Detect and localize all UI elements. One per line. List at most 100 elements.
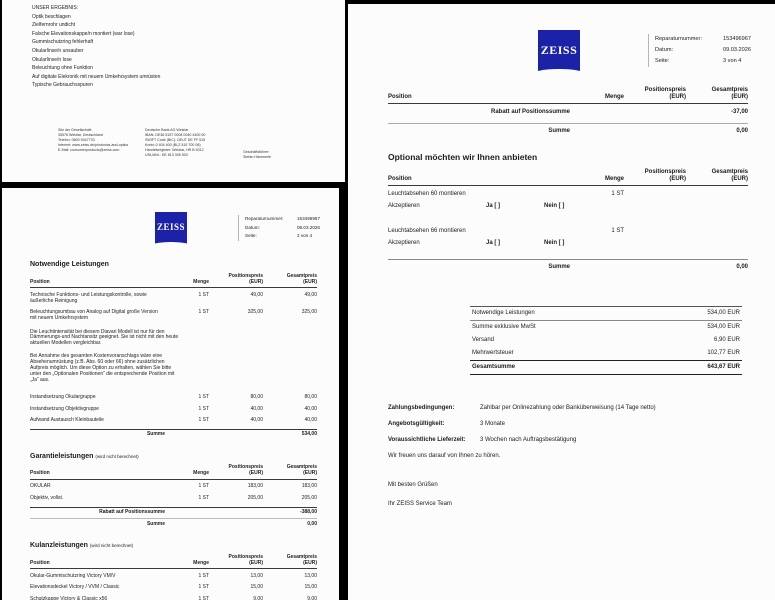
section-heading-suffix: (wird nicht berechnet): [89, 543, 134, 549]
column-header-menge: Menge: [604, 94, 624, 100]
footer-line: IBAN: DE36 5157 0008 0040 4400 00: [145, 132, 206, 137]
column-header-positionspreis: Positionspreis (EUR): [228, 553, 263, 566]
sum-label: Summe: [146, 520, 165, 527]
zeiss-logo: ZEISS: [538, 30, 580, 74]
sum-value: 534,00: [301, 431, 317, 438]
total-value: 534,00 EUR: [707, 310, 740, 316]
zeiss-logo-text: ZEISS: [156, 222, 186, 232]
page-3: ZEISS Reparaturnummer: 153496967 Datum: …: [348, 4, 775, 600]
section-heading-suffix: (wird nicht berechnet): [95, 453, 139, 459]
position-name: Elevationsdeckel Victory / VVM / Classic: [30, 584, 120, 591]
table-row: Technische Funktions- und Leistungskontr…: [30, 288, 317, 305]
column-header-position: Position: [30, 559, 50, 566]
position-unit-price: 13,00: [250, 572, 263, 579]
footer-column-address: Sitz der Gesellschaft: 35576 Wetzlar, De…: [58, 128, 128, 153]
table-row: OKULAR 1 ST 183,00 183,00: [30, 480, 317, 491]
footer-line: E-Mail: consumerproducts@zeiss.com: [58, 147, 120, 152]
sum-label: Summe: [146, 431, 165, 438]
column-header-menge: Menge: [193, 559, 209, 566]
accept-no-checkbox[interactable]: Nein [ ]: [544, 240, 565, 246]
regards-text: Mit besten Grüßen: [388, 482, 438, 488]
column-header-position: Position: [30, 470, 50, 477]
page-number-value: 3 von 4: [723, 58, 742, 64]
column-header-menge: Menge: [604, 176, 624, 182]
accept-label: Akzeptieren: [388, 240, 420, 246]
sum-row: Summe 0,00: [388, 259, 748, 274]
position-name: Instandsetzung Objektivgruppe: [30, 405, 99, 412]
column-header-gesamtpreis: Gesamtpreis (EUR): [286, 464, 317, 477]
table-header-row: Position Menge Positionspreis (EUR) Gesam…: [30, 553, 317, 570]
page-number-label: Seite:: [655, 58, 670, 64]
position-name: OKULAR: [30, 483, 51, 490]
table-header-row: Position Menge Positionspreis (EUR) Gesam…: [388, 169, 748, 186]
table-header-row: Position Menge Positionspreis (EUR) Gesam…: [30, 272, 317, 289]
optional-item-row: Leuchtabsehen 66 montieren 1 ST: [388, 223, 748, 237]
column-header-menge: Menge: [193, 278, 209, 285]
result-item: Gummischutzring fehlerhaft: [32, 39, 94, 46]
column-header-gesamtpreis: Gesamtpreis (EUR): [286, 553, 317, 566]
sum-row: Summe 534,00: [30, 428, 317, 441]
discount-label: Rabatt auf Positionssumme: [490, 109, 570, 115]
table-row: Instandsetzung Okulargruppe 1 ST 80,00 8…: [30, 391, 317, 402]
footer-line: Telefon: 0800 9347733: [58, 137, 95, 142]
result-heading: UNSER ERGEBNIS:: [32, 5, 79, 11]
column-header-gesamtpreis: Gesamtpreis (EUR): [711, 87, 748, 100]
position-unit-price: 49,00: [250, 291, 263, 298]
position-unit-price: 40,00: [250, 405, 263, 412]
signature-text: Ihr ZEISS Service Team: [388, 501, 452, 507]
result-item: Zielfernrohr undicht: [32, 22, 76, 29]
section-heading-optional: Optional möchten wir Ihnen anbieten: [388, 152, 538, 162]
position-qty: 1 ST: [198, 394, 209, 401]
date-value: 09.03.2026: [297, 224, 320, 230]
position-unit-price: 80,00: [250, 394, 263, 401]
page-number-label: Seite:: [245, 233, 257, 238]
result-item: Okularlinse/n unsauber: [32, 47, 84, 54]
position-unit-price: 183,00: [247, 483, 263, 490]
sum-value: 0,00: [307, 520, 317, 527]
table-row: Objektiv, vollst. 1 ST 205,00 205,00: [30, 491, 317, 502]
totals-row: Versand 6,90 EUR: [470, 334, 742, 347]
column-header-position: Position: [30, 278, 50, 285]
position-total-price: 205,00: [301, 494, 317, 501]
footer-column-management: Geschäftsführer: Stefan Hämmerle: [243, 150, 271, 160]
result-item: Falsche Elevationskappe/n montiert (war …: [32, 30, 135, 37]
position-unit-price: 40,00: [250, 416, 263, 423]
footer-line: USt-IdNr.: DE 813 305 503: [145, 152, 188, 157]
position-qty: 1 ST: [198, 494, 209, 501]
page-2: ZEISS Reparaturnummer: 153496967 Datum: …: [2, 188, 339, 600]
table-row: Beleuchtungsumbau von Analog auf Digital…: [30, 305, 317, 322]
terms-block: Zahlungsbedingungen: Zahlbar per Onlinez…: [388, 405, 748, 508]
discount-row: Rabatt auf Positionssumme -37,00: [388, 104, 748, 118]
table-row: Elevationsdeckel Victory / VVM / Classic…: [30, 581, 317, 592]
sum-row: Summe 0,00: [388, 123, 748, 138]
table-warranty: Position Menge Positionspreis (EUR) Gesam…: [30, 465, 317, 530]
sum-value: 0,00: [736, 263, 748, 270]
totals-block: Notwendige Leistungen 534,00 EUR Summe e…: [470, 306, 742, 375]
term-value: Zahlbar per Onlinezahlung oder Banküberw…: [480, 405, 656, 411]
position-unit-price: 15,00: [250, 584, 263, 591]
table-row: Okular-Gummischutzring Victory VM/V 1 ST…: [30, 569, 317, 580]
table-row: Instandsetzung Objektivgruppe 1 ST 40,00…: [30, 402, 317, 413]
accept-no-checkbox[interactable]: Nein [ ]: [544, 203, 565, 209]
position-qty: 1 ST: [198, 405, 209, 412]
accept-yes-checkbox[interactable]: Ja [ ]: [486, 240, 501, 246]
zeiss-logo-text: ZEISS: [540, 42, 578, 57]
date-label: Datum:: [655, 47, 674, 53]
result-item: Auf digitale Elekronik mit neuem Umkehrs…: [32, 73, 161, 80]
discount-value: -37,00: [730, 109, 748, 115]
table-necessary: Position Menge Positionspreis (EUR) Gesam…: [30, 272, 317, 441]
footer-line: Konto-0 404 400 (BLZ 515 700 08): [145, 142, 201, 147]
position-name: Leuchtabsehen 60 montieren: [388, 191, 466, 197]
table-header-row: Position Menge Positionspreis (EUR) Gesam…: [30, 465, 317, 480]
total-label: Summe exklusive MwSt: [472, 324, 536, 330]
section-heading-necessary: Notwendige Leistungen: [30, 261, 109, 268]
accept-yes-checkbox[interactable]: Ja [ ]: [486, 203, 501, 209]
position-total-price: 325,00: [301, 308, 317, 315]
column-header-gesamtpreis: Gesamtpreis (EUR): [286, 272, 317, 285]
total-value: 534,00 EUR: [707, 324, 740, 330]
footer-line: Internet: www.zeiss.de/photonics-and-opt…: [58, 142, 129, 147]
position-qty: 1 ST: [198, 572, 209, 579]
discount-label: Rabatt auf Positionssumme: [99, 509, 165, 515]
position-total-price: 80,00: [304, 394, 317, 401]
optional-item-row: Leuchtabsehen 60 montieren 1 ST: [388, 186, 748, 200]
